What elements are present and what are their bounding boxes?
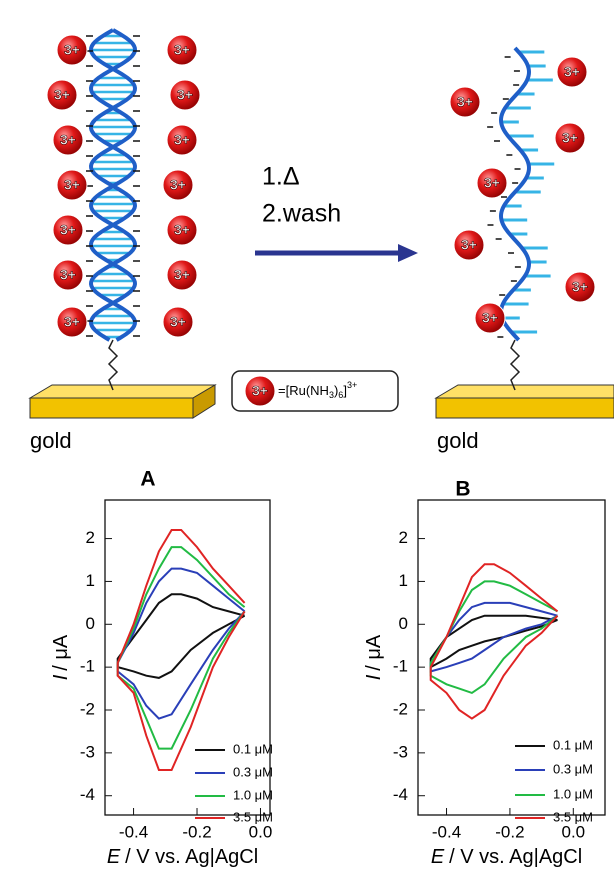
y-tick-label: -3	[80, 742, 95, 761]
cv-curve	[431, 564, 558, 718]
key-text: 3+	[347, 380, 357, 390]
linker	[109, 340, 117, 390]
axis-unit: / V vs. Ag|AgCl	[125, 846, 258, 868]
y-tick-label: -3	[393, 742, 408, 761]
ion-label: 3+	[457, 94, 473, 110]
legend-label: 0.1 μM	[233, 741, 273, 756]
ion-label: 3+	[174, 42, 190, 58]
y-tick-label: 2	[86, 528, 95, 547]
figure: gold gold 1.Δ 2.wash =[Ru(NH3)6]3+ 3+ 3+ 3…	[0, 0, 614, 873]
ion-label: 3+	[482, 310, 498, 326]
gold-plate	[30, 385, 215, 398]
legend-label: 1.0 μM	[553, 786, 593, 801]
cv-curve	[118, 594, 245, 678]
y-tick-label: 1	[399, 571, 408, 590]
ion-label: 3+	[572, 279, 588, 295]
ion-label: 3+	[54, 87, 70, 103]
linker	[511, 340, 519, 390]
axis-symbol: I	[363, 674, 385, 680]
y-tick-label: -2	[80, 699, 95, 718]
step-label: 2.wash	[262, 200, 341, 228]
y-tick-label: 1	[86, 571, 95, 590]
surface-label: gold	[437, 428, 479, 453]
cv-curve	[431, 581, 558, 693]
x-tick-label: -0.2	[495, 822, 524, 841]
y-tick-label: -1	[393, 657, 408, 676]
ion-label: 3+	[64, 314, 80, 330]
dna-strand	[501, 48, 529, 340]
ion-label: 3+	[177, 87, 193, 103]
axis-unit: / V vs. Ag|AgCl	[449, 846, 582, 868]
cv-curve	[118, 530, 245, 770]
x-tick-label: 0.0	[249, 822, 273, 841]
legend-label: 3.5 μM	[553, 809, 593, 824]
ion-label: 3+	[64, 177, 80, 193]
legend-label: 0.3 μM	[553, 761, 593, 776]
x-tick-label: -0.4	[432, 822, 461, 841]
cv-curve	[118, 547, 245, 749]
x-tick-label: 0.0	[561, 822, 585, 841]
x-tick-label: -0.2	[182, 822, 211, 841]
ion-label: 3+	[64, 42, 80, 58]
axis-symbol: I	[50, 674, 72, 680]
ion-label: 3+	[170, 177, 186, 193]
ion-label: 3+	[174, 132, 190, 148]
legend-label: 1.0 μM	[233, 787, 273, 802]
y-tick-label: 0	[399, 614, 408, 633]
ion-label: 3+	[252, 383, 268, 399]
step-label: 1.Δ	[262, 163, 300, 191]
legend-label: 0.3 μM	[233, 764, 273, 779]
y-tick-label: -4	[80, 785, 95, 804]
axis-unit: / μA	[50, 634, 72, 671]
key-text: =[Ru(NH	[278, 383, 329, 398]
axis-unit: / μA	[363, 634, 385, 671]
gold-plate	[436, 385, 614, 398]
chart-title: A	[140, 468, 155, 491]
gold-plate	[30, 398, 193, 418]
axis-symbol: E	[431, 846, 445, 868]
x-axis-label: E/ V vs. Ag|AgCl	[107, 846, 258, 868]
axis-symbol: E	[107, 846, 121, 868]
x-tick-label: -0.4	[119, 822, 148, 841]
ion-label: 3+	[170, 314, 186, 330]
ion-label: 3+	[60, 222, 76, 238]
y-tick-label: -2	[393, 699, 408, 718]
legend-label: 0.1 μM	[553, 737, 593, 752]
ion-label: 3+	[174, 267, 190, 283]
ion-label: 3+	[461, 237, 477, 253]
legend-label: 3.5 μM	[233, 809, 273, 824]
y-tick-label: -4	[393, 785, 408, 804]
ion-label: 3+	[484, 175, 500, 191]
ion-label: 3+	[60, 132, 76, 148]
y-tick-label: 0	[86, 614, 95, 633]
surface-label: gold	[30, 428, 72, 453]
y-axis-label: I / μA	[363, 634, 385, 680]
ion-label: 3+	[562, 130, 578, 146]
cv-curve	[431, 603, 558, 672]
gold-plate	[436, 398, 614, 418]
y-axis-label: I / μA	[50, 634, 72, 680]
ion-label: 3+	[564, 64, 580, 80]
chart-title: B	[455, 478, 470, 501]
cv-curve	[431, 616, 558, 667]
schematic: gold gold 1.Δ 2.wash =[Ru(NH3)6]3+ 3+ 3+ 3…	[30, 30, 614, 453]
key-label: =[Ru(NH3)6]3+	[278, 380, 357, 400]
x-axis-label: E/ V vs. Ag|AgCl	[431, 846, 582, 868]
arrow-head	[398, 244, 418, 262]
ion-label: 3+	[174, 222, 190, 238]
ion-label: 3+	[60, 267, 76, 283]
y-tick-label: -1	[80, 657, 95, 676]
y-tick-label: 2	[399, 528, 408, 547]
